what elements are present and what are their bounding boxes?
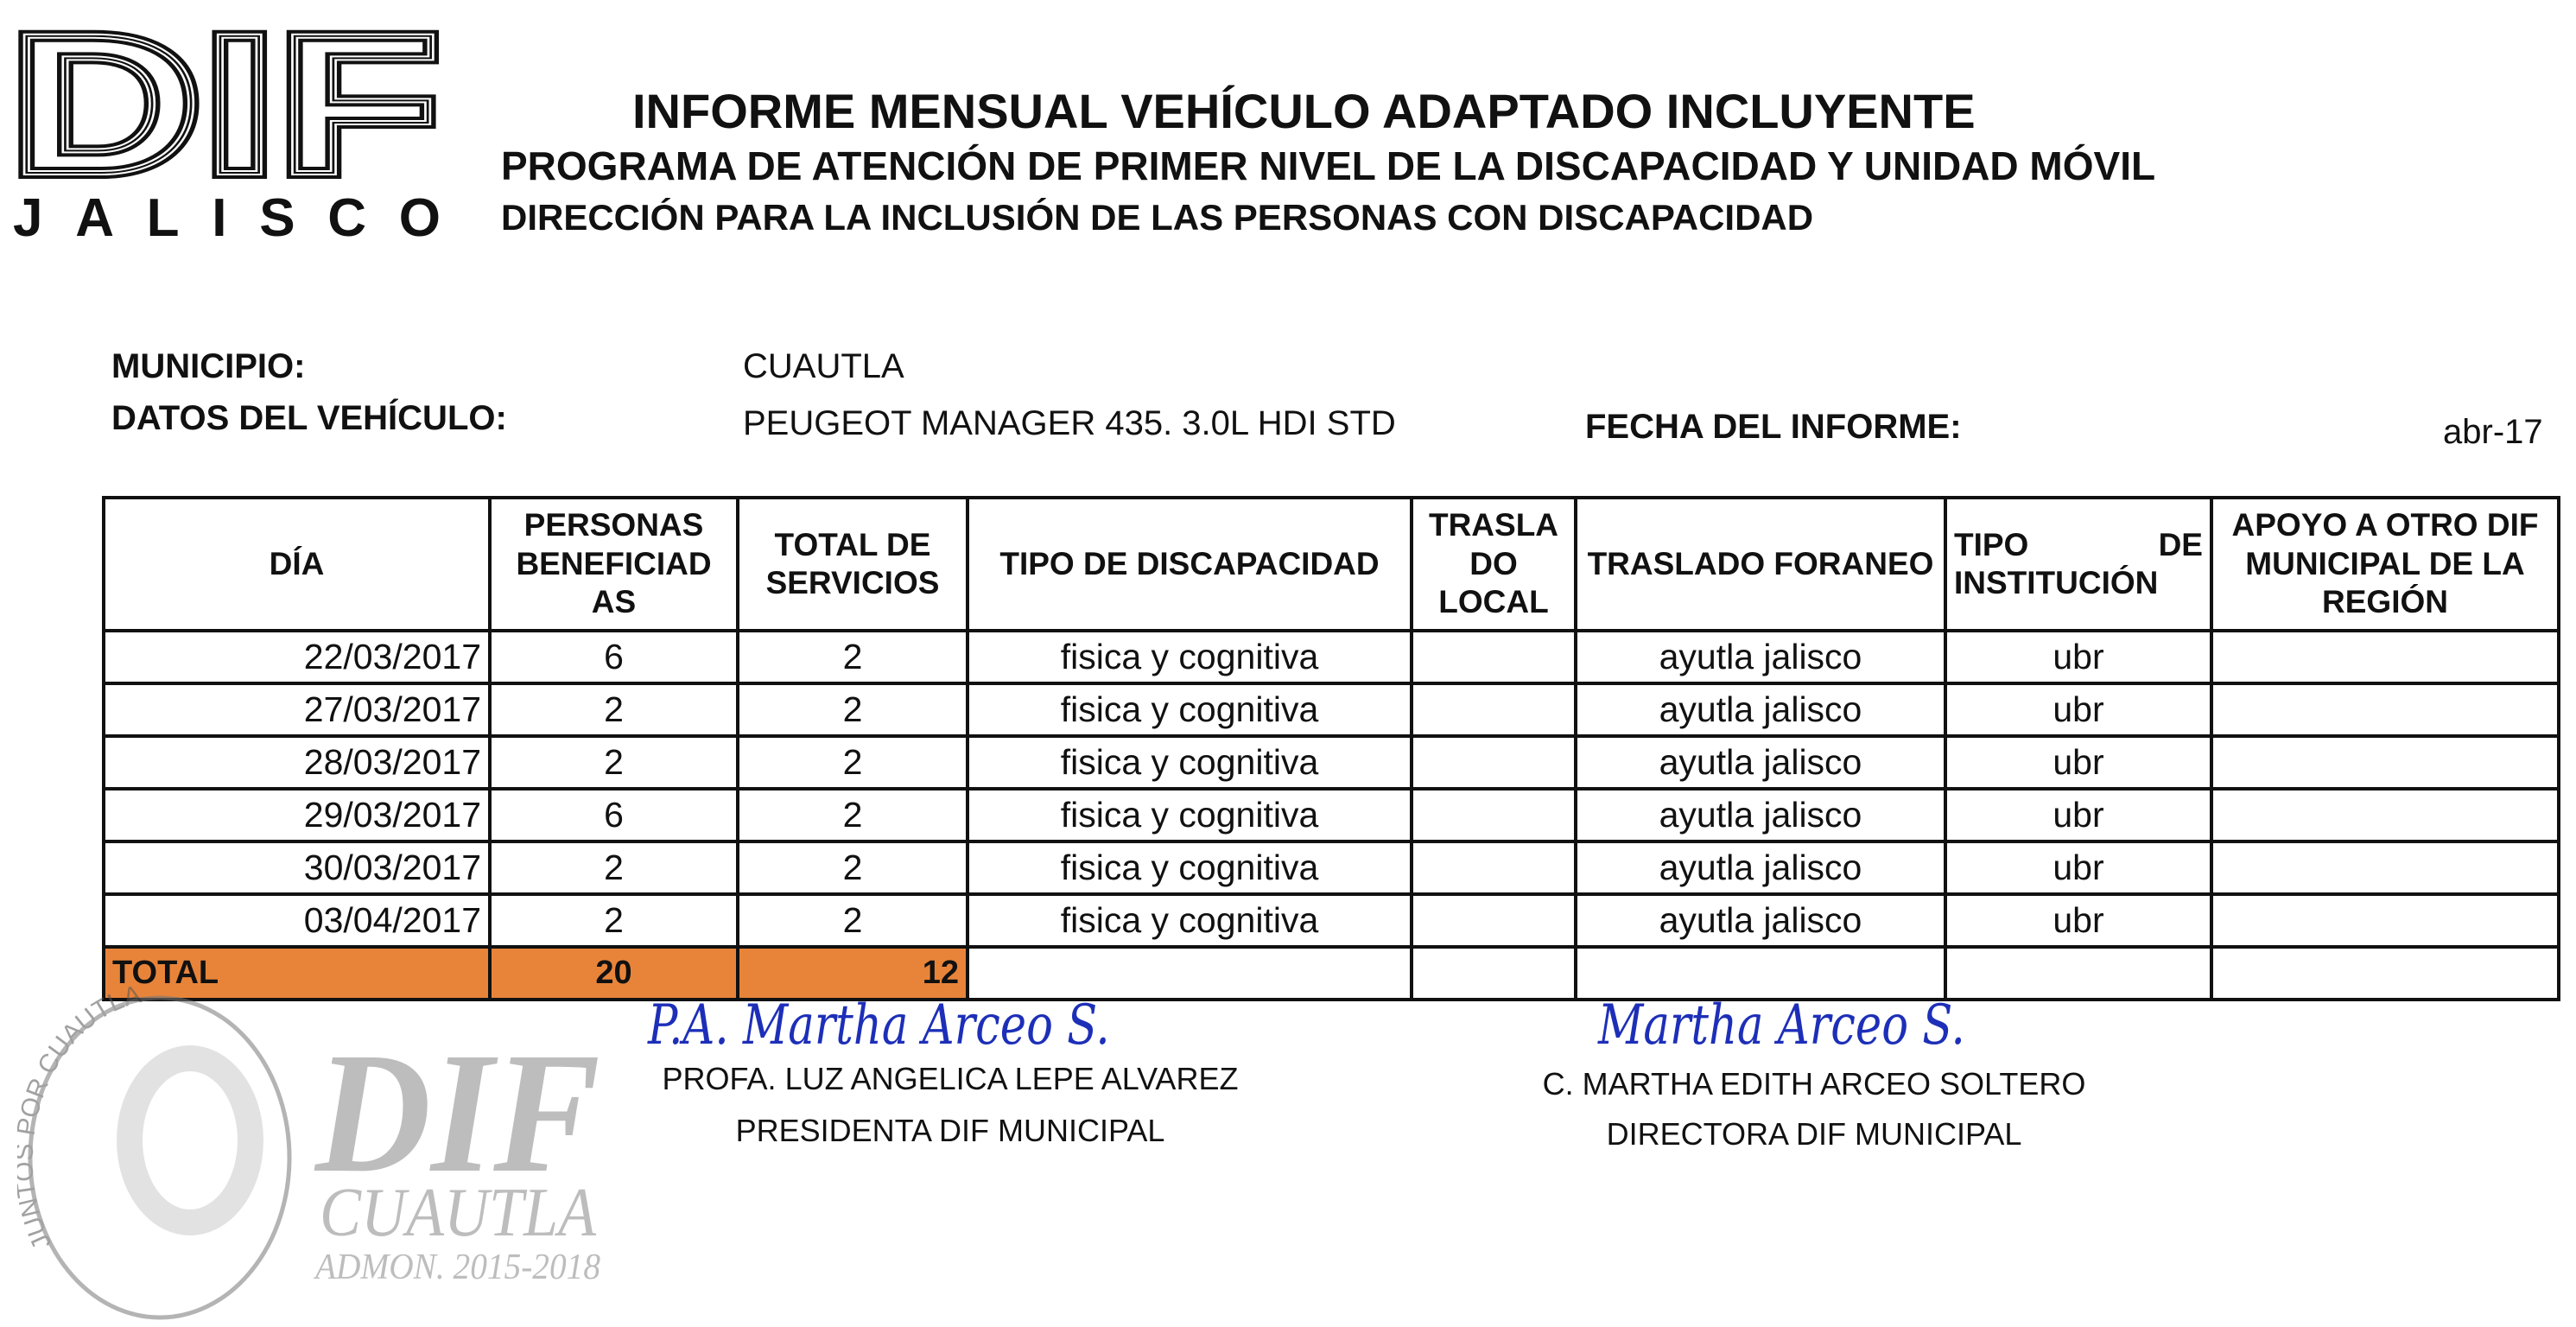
total-empty-cell — [966, 945, 1413, 1001]
signature-left-role: PRESIDENTA DIF MUNICIPAL — [735, 1113, 1165, 1148]
table-row: 27/03/2017 2 2 fisica y cognitiva ayutla jal… — [102, 682, 2560, 738]
table-row: 29/03/2017 6 2 fisica y cognitiva ayutla jal… — [102, 787, 2560, 843]
cell-servicios: 2 — [736, 787, 969, 843]
cell-traslado-foraneo: ayutla jalisco — [1574, 682, 1947, 738]
cell-traslado-local — [1410, 629, 1577, 685]
total-servicios: 12 — [736, 945, 969, 1001]
fecha-value: abr-17 — [2443, 413, 2543, 451]
cell-institucion: ubr — [1944, 892, 2213, 949]
table-header-row: DÍA PERSONAS BENEFICIAD AS TOTAL DE SERV… — [102, 496, 2560, 632]
svg-text:DIF: DIF — [9, 13, 441, 215]
total-empty-cell — [2210, 945, 2560, 1001]
cell-apoyo — [2210, 734, 2560, 790]
cell-discapacidad: fisica y cognitiva — [966, 892, 1413, 949]
cell-traslado-foraneo: ayutla jalisco — [1574, 734, 1947, 790]
cell-dia: 28/03/2017 — [102, 734, 492, 790]
cell-dia: 03/04/2017 — [102, 892, 492, 949]
cell-traslado-foraneo: ayutla jalisco — [1574, 840, 1947, 896]
cell-institucion: ubr — [1944, 682, 2213, 738]
signature-left-name: PROFA. LUZ ANGELICA LEPE ALVAREZ — [662, 1061, 1239, 1096]
report-title: INFORME MENSUAL VEHÍCULO ADAPTADO INCLUY… — [632, 84, 1976, 138]
cell-dia: 29/03/2017 — [102, 787, 492, 843]
table-row: 28/03/2017 2 2 fisica y cognitiva ayutla jal… — [102, 734, 2560, 790]
table-row: 30/03/2017 2 2 fisica y cognitiva ayutla jal… — [102, 840, 2560, 896]
col-header-traslado-local: TRASLA DO LOCAL — [1410, 496, 1577, 632]
cell-discapacidad: fisica y cognitiva — [966, 734, 1413, 790]
svg-text:DIF: DIF — [9, 13, 441, 215]
table-row: 22/03/2017 6 2 fisica y cognitiva ayutla jal… — [102, 629, 2560, 685]
fecha-label: FECHA DEL INFORME: — [1585, 408, 1962, 446]
cell-servicios: 2 — [736, 629, 969, 685]
cell-institucion: ubr — [1944, 787, 2213, 843]
cell-traslado-local — [1410, 734, 1577, 790]
table-row: 03/04/2017 2 2 fisica y cognitiva ayutla jal… — [102, 892, 2560, 949]
report-table: DÍA PERSONAS BENEFICIAD AS TOTAL DE SERV… — [102, 496, 2560, 1001]
cell-discapacidad: fisica y cognitiva — [966, 682, 1413, 738]
cell-traslado-foraneo: ayutla jalisco — [1574, 787, 1947, 843]
cell-traslado-foraneo: ayutla jalisco — [1574, 892, 1947, 949]
cell-institucion: ubr — [1944, 840, 2213, 896]
municipio-label: MUNICIPIO: — [111, 347, 306, 385]
cell-traslado-local — [1410, 892, 1577, 949]
program-subtitle: PROGRAMA DE ATENCIÓN DE PRIMER NIVEL DE … — [501, 143, 2156, 188]
cell-traslado-foraneo: ayutla jalisco — [1574, 629, 1947, 685]
cell-personas: 2 — [488, 682, 739, 738]
svg-text:DIF: DIF — [314, 1018, 600, 1209]
cell-servicios: 2 — [736, 892, 969, 949]
cell-apoyo — [2210, 840, 2560, 896]
cell-discapacidad: fisica y cognitiva — [966, 787, 1413, 843]
vehiculo-label: DATOS DEL VEHÍCULO: — [111, 399, 507, 437]
cell-personas: 6 — [488, 629, 739, 685]
cell-traslado-local — [1410, 787, 1577, 843]
col-header-servicios: TOTAL DE SERVICIOS — [736, 496, 969, 632]
total-label: TOTAL — [102, 945, 492, 1001]
dif-jalisco-logo: DIF DIF DIF JALISCO — [3, 0, 449, 248]
cell-servicios: 2 — [736, 840, 969, 896]
cell-dia: 30/03/2017 — [102, 840, 492, 896]
cell-discapacidad: fisica y cognitiva — [966, 840, 1413, 896]
signature-right-name: C. MARTHA EDITH ARCEO SOLTERO — [1542, 1066, 2086, 1102]
vehiculo-value: PEUGEOT MANAGER 435. 3.0L HDI STD — [743, 404, 1396, 442]
total-empty-cell — [1574, 945, 1947, 1001]
cell-personas: 2 — [488, 734, 739, 790]
col-header-discapacidad: TIPO DE DISCAPACIDAD — [966, 496, 1413, 632]
cell-traslado-local — [1410, 840, 1577, 896]
svg-text:DIF: DIF — [9, 13, 441, 215]
col-header-personas: PERSONAS BENEFICIAD AS — [488, 496, 739, 632]
total-personas: 20 — [488, 945, 739, 1001]
cell-traslado-local — [1410, 682, 1577, 738]
cell-dia: 27/03/2017 — [102, 682, 492, 738]
cell-servicios: 2 — [736, 682, 969, 738]
cell-institucion: ubr — [1944, 629, 2213, 685]
total-row: TOTAL 20 12 — [102, 945, 2560, 1001]
dif-cuautla-stamp: JUNTOS POR CUAUTLA DIF CUAUTLA ADMON. 20… — [10, 981, 605, 1322]
total-empty-cell — [1410, 945, 1577, 1001]
cell-discapacidad: fisica y cognitiva — [966, 629, 1413, 685]
col-header-traslado-foraneo: TRASLADO FORANEO — [1574, 496, 1947, 632]
col-header-institucion: TIPO DE INSTITUCIÓN — [1944, 496, 2213, 632]
col-header-apoyo: APOYO A OTRO DIF MUNICIPAL DE LA REGIÓN — [2210, 496, 2560, 632]
svg-text:ADMON. 2015-2018: ADMON. 2015-2018 — [313, 1248, 600, 1287]
signature-right-handwritten: Martha Arceo S. — [1598, 994, 1965, 1057]
cell-apoyo — [2210, 787, 2560, 843]
total-empty-cell — [1944, 945, 2213, 1001]
cell-dia: 22/03/2017 — [102, 629, 492, 685]
cell-apoyo — [2210, 682, 2560, 738]
cell-personas: 2 — [488, 892, 739, 949]
cell-institucion: ubr — [1944, 734, 2213, 790]
municipio-value: CUAUTLA — [743, 347, 904, 385]
cell-servicios: 2 — [736, 734, 969, 790]
cell-personas: 2 — [488, 840, 739, 896]
cell-apoyo — [2210, 629, 2560, 685]
cell-personas: 6 — [488, 787, 739, 843]
svg-text:CUAUTLA: CUAUTLA — [320, 1175, 597, 1251]
signature-right-role: DIRECTORA DIF MUNICIPAL — [1606, 1116, 2022, 1152]
signature-left-handwritten: P.A. Martha Arceo S. — [648, 994, 1110, 1057]
col-header-dia: DÍA — [102, 496, 492, 632]
cell-apoyo — [2210, 892, 2560, 949]
direction-subtitle: DIRECCIÓN PARA LA INCLUSIÓN DE LAS PERSO… — [501, 197, 1814, 238]
